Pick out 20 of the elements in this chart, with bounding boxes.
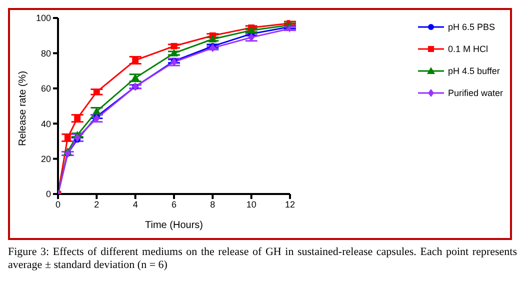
y-axis-title: Release rate (%) <box>18 70 29 146</box>
x-axis-title: Time (Hours) <box>145 220 203 231</box>
x-tick-label: 12 <box>284 199 296 210</box>
legend-label: 0.1 M HCl <box>448 44 488 54</box>
x-tick-label: 8 <box>210 199 216 210</box>
x-tick-label: 10 <box>246 199 256 210</box>
y-tick-label: 40 <box>40 118 51 129</box>
x-tick-label: 2 <box>94 199 100 210</box>
caption: Figure 3: Effects of different mediums on the release of GH in sustained-release capsules. Each point represents average ± standard deviation (n = 6) <box>8 246 517 272</box>
y-tick-label: 60 <box>40 84 51 94</box>
x-tick-label: 4 <box>132 199 138 210</box>
x-tick-label: 0 <box>55 199 61 210</box>
y-tick-label: 20 <box>40 154 51 164</box>
legend-label: pH 4.5 buffer <box>448 66 500 76</box>
legend-label: pH 6.5 PBS <box>448 22 496 32</box>
legend-label: Purified water <box>448 88 504 98</box>
y-tick-label: 80 <box>40 48 51 58</box>
y-tick-label: 0 <box>46 189 51 200</box>
y-tick-label: 100 <box>36 13 51 24</box>
x-tick-label: 6 <box>171 199 177 210</box>
